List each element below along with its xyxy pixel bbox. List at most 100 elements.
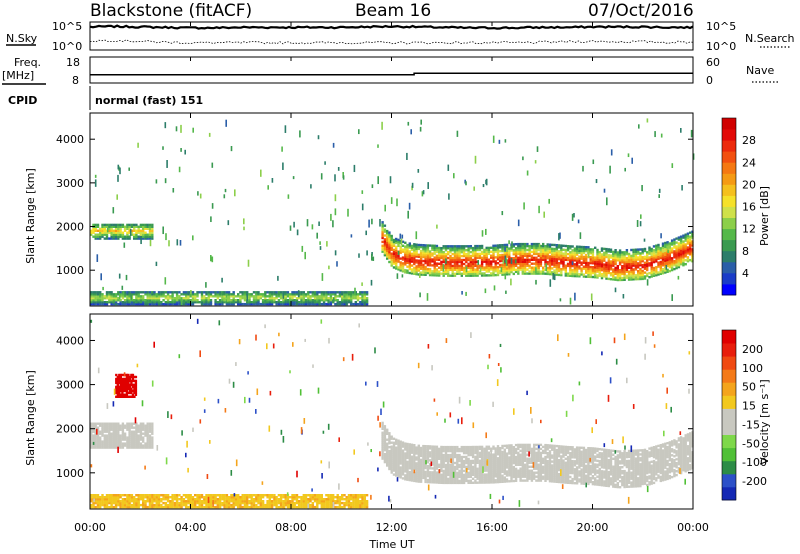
- velocity-cell: [413, 455, 416, 459]
- power-cell: [203, 297, 206, 300]
- power-cell: [659, 264, 662, 268]
- power-cell: [291, 293, 294, 296]
- power-cell: [94, 299, 97, 302]
- velocity-cell: [121, 432, 125, 435]
- velocity-cell: [103, 434, 106, 437]
- power-cell: [309, 302, 312, 306]
- velocity-cell: [108, 501, 111, 505]
- power-cell: [494, 270, 497, 273]
- velocity-cell: [200, 496, 204, 499]
- velocity-cell: [122, 393, 126, 396]
- power-speckle: [361, 282, 363, 286]
- power-cell: [386, 229, 389, 233]
- power-cell: [128, 231, 131, 234]
- power-speckle: [665, 265, 668, 270]
- power-cell: [175, 302, 179, 306]
- power-cell: [603, 263, 606, 266]
- velocity-cell: [460, 477, 463, 481]
- velocity-cell: [225, 498, 229, 501]
- power-cell: [433, 270, 436, 273]
- velocity-cell: [291, 505, 294, 509]
- power-cell: [566, 256, 570, 260]
- power-cell: [677, 256, 681, 259]
- power-cell: [329, 302, 333, 306]
- velocity-cell: [410, 463, 414, 466]
- power-cell: [621, 253, 624, 256]
- velocity-cell: [94, 444, 97, 447]
- power-cell: [194, 299, 197, 302]
- velocity-cell: [117, 426, 120, 429]
- power-cell: [553, 269, 556, 272]
- power-cell: [458, 249, 461, 252]
- power-cell: [248, 293, 251, 296]
- power-cell: [388, 245, 391, 248]
- power-cell: [682, 236, 685, 239]
- power-cell: [632, 274, 635, 277]
- power-speckle: [426, 293, 429, 301]
- velocity-cell: [449, 475, 452, 479]
- power-speckle: [660, 133, 663, 138]
- power-cell: [616, 253, 619, 256]
- power-cell: [458, 270, 461, 273]
- power-speckle: [396, 198, 398, 207]
- power-cell: [408, 260, 411, 263]
- velocity-cell: [259, 496, 262, 499]
- power-cell: [582, 267, 586, 270]
- velocity-cell: [275, 500, 278, 503]
- power-cell: [175, 301, 179, 304]
- velocity-cell: [419, 446, 423, 450]
- velocity-cell: [422, 452, 425, 456]
- velocity-cell: [185, 505, 188, 509]
- velocity-cell: [453, 453, 457, 457]
- velocity-cell: [426, 468, 430, 472]
- power-cell: [144, 293, 147, 296]
- velocity-cell: [200, 503, 204, 507]
- velocity-cell: [175, 505, 179, 509]
- velocity-cell: [399, 450, 402, 453]
- velocity-cell: [162, 505, 165, 509]
- power-cell: [101, 229, 104, 232]
- velocity-cell: [90, 438, 93, 441]
- power-cell: [110, 297, 113, 300]
- power-cell: [451, 266, 454, 270]
- power-cell: [691, 230, 694, 233]
- velocity-cell: [92, 428, 95, 431]
- power-cell: [390, 240, 393, 244]
- power-cell: [286, 301, 290, 304]
- velocity-cell: [419, 448, 423, 452]
- power-speckle: [582, 165, 584, 172]
- power-cell: [316, 295, 319, 298]
- freq-tick-high: 18: [66, 56, 80, 69]
- velocity-cell: [94, 440, 97, 443]
- power-cell: [648, 250, 651, 253]
- power-cell: [404, 241, 407, 244]
- power-cell: [180, 293, 183, 296]
- power-cell: [447, 272, 450, 275]
- power-cell: [496, 271, 500, 275]
- velocity-cell: [428, 473, 432, 476]
- power-cell: [528, 264, 531, 267]
- power-cell: [598, 260, 601, 264]
- power-cell: [239, 291, 242, 294]
- velocity-cell: [227, 500, 231, 503]
- power-cell: [112, 223, 115, 227]
- velocity-cell: [223, 501, 226, 505]
- power-cell: [639, 252, 642, 255]
- velocity-cell: [223, 500, 226, 503]
- power-cell: [419, 253, 423, 257]
- power-cell: [689, 251, 692, 254]
- power-cell: [397, 258, 400, 261]
- power-cell: [648, 258, 651, 261]
- power-cell: [632, 276, 635, 279]
- power-cell: [268, 299, 271, 302]
- velocity-cell: [456, 459, 459, 463]
- velocity-cell: [139, 426, 143, 429]
- power-cell: [605, 271, 608, 274]
- velocity-cell: [101, 500, 104, 503]
- power-cell: [686, 252, 690, 255]
- power-speckle: [492, 135, 495, 143]
- power-cell: [494, 266, 497, 269]
- power-speckle: [118, 293, 121, 300]
- velocity-cell: [223, 503, 226, 507]
- velocity-cell: [125, 377, 129, 381]
